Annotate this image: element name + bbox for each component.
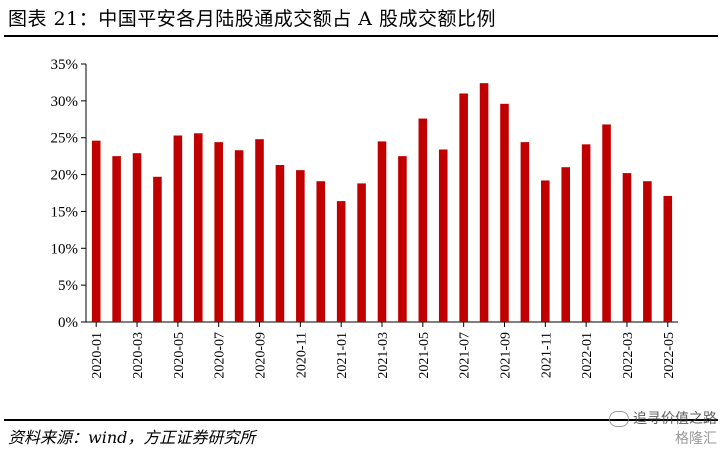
bar-2021-01 bbox=[336, 201, 346, 322]
bar-2021-06 bbox=[438, 149, 448, 322]
watermark: 追寻价值之路 bbox=[609, 408, 717, 428]
x-tick-label: 2021-07 bbox=[458, 332, 473, 379]
y-tick-label: 35% bbox=[51, 57, 79, 73]
bar-2020-02 bbox=[112, 156, 121, 322]
bar-2022-04 bbox=[643, 181, 652, 322]
bar-2021-10 bbox=[520, 142, 530, 322]
bar-2020-11 bbox=[296, 170, 305, 322]
bar-2022-01 bbox=[581, 144, 591, 322]
y-tick-label: 0% bbox=[58, 315, 78, 331]
bar-2022-02 bbox=[602, 124, 611, 323]
y-tick-label: 20% bbox=[51, 168, 79, 184]
bar-2020-08 bbox=[234, 150, 244, 322]
watermark-text: 追寻价值之路 bbox=[633, 411, 717, 427]
bar-2020-03 bbox=[132, 153, 142, 322]
bar-2020-12 bbox=[316, 181, 326, 322]
title-divider bbox=[4, 35, 718, 37]
bar-2020-10 bbox=[275, 164, 285, 322]
x-tick-label: 2021-03 bbox=[376, 332, 391, 379]
x-tick-label: 2021-09 bbox=[498, 332, 513, 379]
x-tick-label: 2022-01 bbox=[580, 332, 595, 379]
y-tick-label: 15% bbox=[51, 204, 79, 220]
x-tick-label: 2022-03 bbox=[621, 332, 636, 379]
figure-title: 图表 21：中国平安各月陆股通成交额占 A 股成交额比例 bbox=[8, 8, 497, 30]
y-tick-label: 10% bbox=[51, 241, 79, 257]
bar-2021-07 bbox=[459, 93, 468, 322]
bar-2021-02 bbox=[357, 183, 366, 322]
source-note: 资料来源：wind，方正证券研究所 bbox=[8, 428, 256, 447]
bar-2020-06 bbox=[193, 133, 203, 322]
x-axis: 2020-01 2020-03 2020-05 2020-07 2020-09 2020-… bbox=[86, 321, 678, 379]
y-axis: 0% 5% 10% 15% 20% 25% 30% 35% bbox=[51, 57, 87, 331]
x-tick-label: 2020-07 bbox=[213, 332, 228, 379]
bar-2021-12 bbox=[561, 167, 571, 322]
x-tick-label: 2021-05 bbox=[417, 332, 432, 379]
bar-2020-07 bbox=[214, 142, 223, 322]
bar-2021-08 bbox=[479, 83, 489, 322]
x-tick-label: 2022-05 bbox=[662, 332, 677, 379]
bar-2021-11 bbox=[541, 180, 550, 322]
x-tick-label: 2020-09 bbox=[254, 332, 269, 379]
bar-2022-05 bbox=[663, 195, 673, 322]
x-tick-label: 2020-11 bbox=[294, 332, 309, 378]
bar-2020-05 bbox=[173, 135, 183, 322]
x-tick-label: 2020-05 bbox=[172, 332, 187, 379]
bar-2021-03 bbox=[377, 141, 387, 322]
bar-2020-01 bbox=[91, 140, 101, 322]
bar-series bbox=[91, 83, 673, 323]
y-tick-label: 5% bbox=[58, 278, 78, 294]
watermark-brand: 格隆汇 bbox=[675, 431, 717, 447]
wechat-icon bbox=[609, 411, 629, 427]
x-tick-label: 2021-11 bbox=[539, 332, 554, 378]
y-tick-label: 30% bbox=[51, 94, 79, 110]
bar-2020-09 bbox=[255, 139, 264, 322]
x-tick-label: 2020-01 bbox=[90, 332, 105, 379]
footer-divider bbox=[4, 419, 718, 421]
x-tick-label: 2021-01 bbox=[335, 332, 350, 379]
bar-2021-05 bbox=[418, 118, 428, 322]
bar-2022-03 bbox=[622, 173, 632, 322]
bar-2021-04 bbox=[398, 156, 407, 322]
y-tick-label: 25% bbox=[51, 131, 79, 147]
bar-2020-04 bbox=[153, 176, 162, 322]
x-tick-label: 2020-03 bbox=[131, 332, 146, 379]
bar-2021-09 bbox=[500, 103, 509, 322]
bar-chart: 0%5%10%15%20%25%30%35% 2020-01 2020-03 202… bbox=[51, 57, 678, 379]
